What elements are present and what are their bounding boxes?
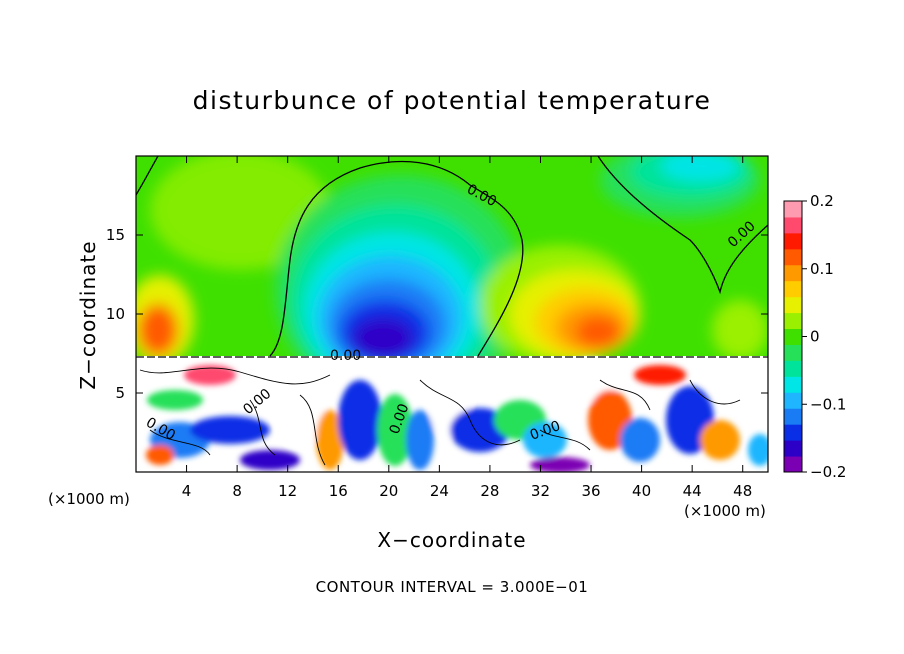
colorbar-cell (784, 232, 802, 250)
colorbar: 0.2 0.1 0 −0.1 −0.2 (783, 192, 846, 481)
zero-contours (136, 156, 768, 358)
x-tick-label: 44 (683, 482, 702, 500)
field-upper (136, 156, 768, 405)
colorbar-cell (784, 440, 802, 457)
colorbar-cell (784, 360, 802, 377)
colorbar-cell (784, 312, 802, 330)
x-tick-label: 40 (632, 482, 651, 500)
zero-contour-dome (269, 160, 524, 357)
contour-interval-note: CONTOUR INTERVAL = 3.000E−01 (315, 578, 589, 596)
field-lower (136, 356, 768, 472)
colorbar-tick-label: 0.1 (810, 260, 834, 278)
y-tick-label: 15 (106, 226, 125, 244)
colorbar-cell (784, 201, 802, 218)
x-tick-label: 48 (733, 482, 752, 500)
colorbar-tick-label: −0.2 (810, 463, 846, 481)
colorbar-cell (784, 408, 802, 425)
colorbar-cell (784, 216, 802, 234)
x-axis-label: X−coordinate (377, 528, 527, 552)
colorbar-cell (784, 328, 802, 345)
y-tick-label: 10 (106, 305, 125, 323)
x-tick-label: 12 (278, 482, 297, 500)
colorbar-cell (784, 376, 802, 393)
x-tick-label: 4 (182, 482, 192, 500)
colorbar-cell (784, 296, 802, 314)
x-tick-label: 32 (531, 482, 550, 500)
colorbar-cell (784, 264, 802, 282)
colorbar-ticks: 0.2 0.1 0 −0.1 −0.2 (802, 192, 846, 481)
y-axis: 5 10 15 (106, 226, 768, 402)
zero-contour-upper-right (597, 156, 768, 295)
colorbar-cell (784, 456, 802, 473)
x-tick-label: 16 (329, 482, 348, 500)
x-tick-label: 28 (480, 482, 499, 500)
x-unit-right: (×1000 m) (684, 502, 766, 520)
x-tick-label: 24 (430, 482, 449, 500)
y-axis-label: Z−coordinate (76, 240, 100, 390)
colorbar-cell (784, 280, 802, 298)
x-tick-label: 20 (379, 482, 398, 500)
colorbar-tick-label: 0.2 (810, 192, 834, 210)
x-axis: 4 8 12 16 20 24 28 32 36 40 44 48 (182, 156, 752, 500)
y-tick-label: 5 (115, 384, 125, 402)
colorbar-cell (784, 344, 802, 361)
chart-title: disturbunce of potential temperature (192, 86, 712, 115)
colorbar-tick-label: 0 (810, 328, 820, 346)
colorbar-cell (784, 424, 802, 441)
colorbar-cells (784, 201, 802, 473)
colorbar-cell (784, 392, 802, 409)
x-unit-left: (×1000 m) (48, 490, 130, 508)
zero-contour-upper-left (136, 156, 159, 196)
contour-label: 0.00 (330, 348, 361, 364)
colorbar-cell (784, 248, 802, 266)
x-tick-label: 36 (581, 482, 600, 500)
colorbar-tick-label: −0.1 (810, 395, 846, 413)
x-tick-label: 8 (232, 482, 242, 500)
